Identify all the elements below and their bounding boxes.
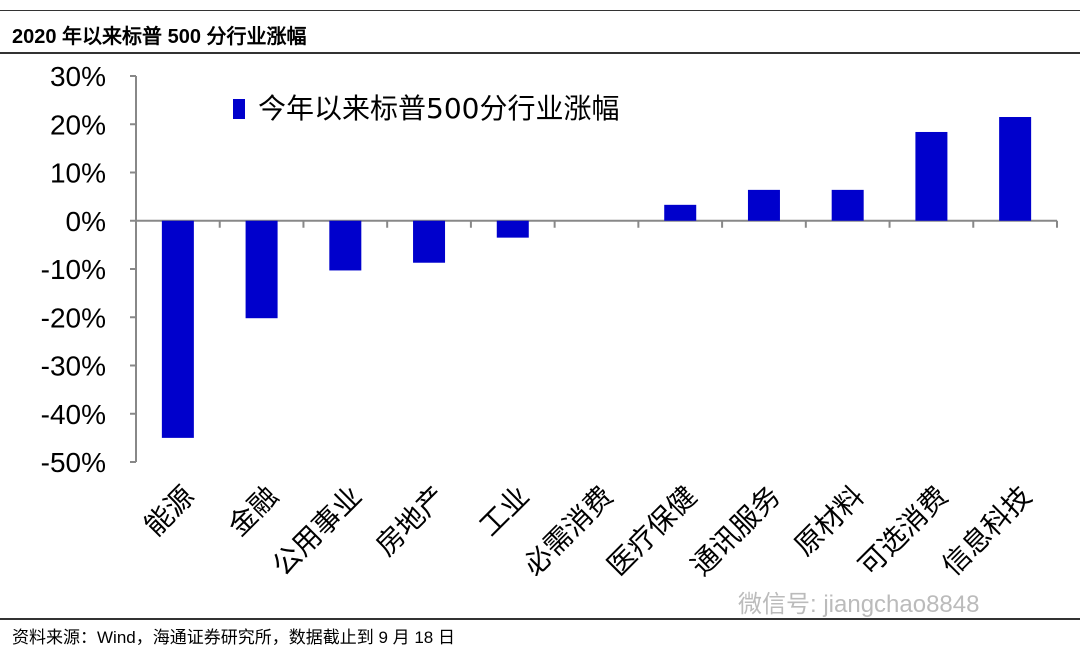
- y-tick-label: 20%: [50, 109, 106, 140]
- x-tick-label: 可选消费: [852, 480, 955, 583]
- bar: [915, 131, 948, 221]
- watermark: 微信号: jiangchao8848: [738, 591, 980, 618]
- x-tick-label: 能源: [138, 480, 201, 543]
- bar-chart: -50% -40% -30% -20% -10% 0% 10% 20% 30% 能源 金融公用事业房…: [41, 61, 1058, 583]
- x-tick-label: 工业: [473, 480, 536, 543]
- y-tick-label: -10%: [41, 254, 106, 285]
- chart-title: 2020 年以来标普 500 分行业涨幅: [12, 26, 307, 48]
- x-tick-label: 通讯服务: [684, 480, 787, 583]
- legend-label: 今年以来标普500分行业涨幅: [258, 92, 619, 125]
- top-rule: [0, 10, 1080, 11]
- footer-rule: [0, 618, 1080, 620]
- x-tick-label: 公用事业: [266, 480, 369, 583]
- y-tick-label: -20%: [41, 302, 106, 333]
- legend-swatch: [233, 99, 245, 119]
- source-note: 资料来源：Wind，海通证券研究所，数据截止到 9 月 18 日: [12, 628, 455, 647]
- bar: [831, 189, 864, 221]
- bar: [747, 189, 780, 221]
- x-tick-label: 必需消费: [517, 480, 620, 583]
- y-tick-label: 30%: [50, 61, 106, 92]
- x-tick-label: 医疗保健: [601, 480, 704, 583]
- bar: [496, 220, 529, 238]
- bar: [161, 220, 194, 438]
- bar: [999, 117, 1032, 221]
- bar: [413, 220, 446, 263]
- y-tick-label: 0%: [66, 206, 106, 237]
- y-tick-label: -40%: [41, 399, 106, 430]
- title-rule: [0, 52, 1080, 54]
- y-tick-label: -50%: [41, 447, 106, 478]
- bar: [664, 204, 697, 221]
- x-tick-label: 房地产: [369, 480, 452, 563]
- x-tick-label: 金融: [222, 480, 285, 543]
- x-tick-label: 原材料: [788, 480, 871, 563]
- y-tick-label: 10%: [50, 158, 106, 189]
- bar: [245, 220, 278, 319]
- bar: [329, 220, 362, 271]
- y-tick-label: -30%: [41, 351, 106, 382]
- x-tick-label: 信息科技: [936, 480, 1039, 583]
